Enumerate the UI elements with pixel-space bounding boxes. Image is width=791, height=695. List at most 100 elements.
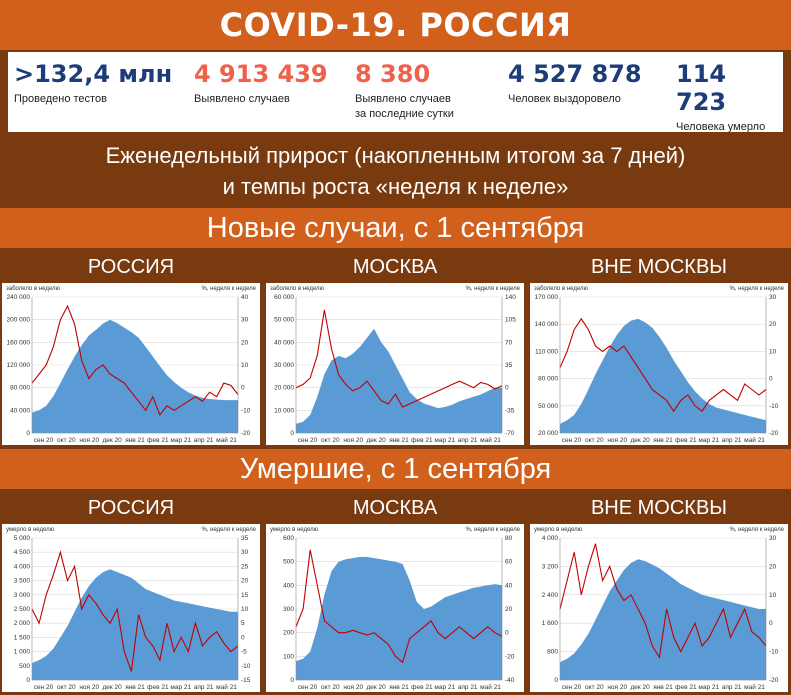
y-tick-left: 80 000: [10, 385, 30, 392]
x-tick: сен 20: [562, 684, 582, 691]
x-tick: фев 21: [675, 437, 697, 444]
y-tick-right: 0: [769, 376, 773, 383]
y-tick-left: 2 000: [14, 620, 31, 627]
y-tick-right: 20: [769, 563, 777, 570]
y-tick-left: 0: [26, 677, 30, 684]
x-tick: апр 21: [194, 437, 214, 444]
y-tick-left: 2 500: [14, 606, 31, 613]
page-title: COVID-19. РОССИЯ: [0, 0, 791, 50]
x-tick: дек 20: [630, 684, 650, 691]
y-tick-right: 20: [505, 606, 513, 613]
x-tick: окт 20: [321, 437, 340, 444]
stat-value: >132,4 млн: [14, 60, 173, 88]
stat-cases: 4 913 439 Выявлено случаев: [194, 60, 328, 107]
y-tick-left: 170 000: [535, 294, 559, 301]
stat-deaths: 114 723 Человека умерло: [676, 60, 783, 135]
x-tick: ноя 20: [79, 684, 99, 691]
y-tick-right: -10: [769, 649, 779, 656]
chart-header-regions-cases: ВНЕ МОСКВЫ: [530, 252, 788, 282]
x-tick: окт 20: [321, 684, 340, 691]
y-tick-left: 10 000: [274, 407, 294, 414]
x-tick: ноя 20: [607, 684, 627, 691]
chart-header-moscow-deaths: МОСКВА: [266, 493, 524, 523]
y-tick-right: 20: [241, 578, 249, 585]
chart-svg: умерло в неделю %, неделя к неделе 0 500 1 0…: [6, 527, 257, 691]
stat-label: Выявлено случаев: [194, 93, 290, 105]
y-axis-left-label: заболело в неделю: [270, 286, 324, 292]
x-tick: сен 20: [34, 684, 54, 691]
y-tick-right: 40: [505, 582, 513, 589]
y-tick-right: -20: [241, 430, 251, 437]
x-tick: май 21: [216, 683, 237, 691]
section-title-deaths: Умершие, с 1 сентября: [0, 449, 791, 489]
x-tick: ноя 20: [343, 437, 363, 444]
y-tick-right: 0: [505, 385, 509, 392]
y-tick-left: 100: [283, 653, 294, 660]
chart-moscow-deaths: умерло в неделю%, неделя к неделе 0 100 200…: [266, 524, 524, 692]
chart-header-russia-deaths: РОССИЯ: [2, 493, 260, 523]
y-tick-right: 140: [505, 294, 516, 301]
x-tick: окт 20: [57, 437, 76, 444]
y-tick-right: -5: [241, 649, 247, 656]
x-tick: апр 21: [722, 437, 742, 444]
stat-cases-day: 8 380 Выявлено случаев за последние сутк…: [355, 60, 454, 122]
x-tick: апр 21: [722, 684, 742, 691]
x-tick: ноя 20: [79, 437, 99, 444]
y-axis-left-label: заболело в неделю: [534, 286, 588, 292]
x-tick: дек 20: [630, 437, 650, 444]
chart-svg: умерло в неделю%, неделя к неделе0100200…: [270, 527, 521, 691]
area-series: [32, 319, 238, 433]
line-series: [31, 550, 239, 672]
chart-regions-deaths: умерло в неделю %, неделя к неделе 0 800 1 6…: [530, 524, 788, 692]
chart-svg: умерло в неделю %, неделя к неделе 0 800 1 6…: [534, 527, 785, 691]
y-tick-left: 0: [290, 677, 294, 684]
y-tick-right: 20: [769, 321, 777, 328]
chart-russia-deaths: умерло в неделю %, неделя к неделе 0 500 1 0…: [2, 524, 260, 692]
y-tick-left: 4 000: [14, 563, 31, 570]
x-tick: янв 21: [125, 437, 145, 444]
y-tick-right: 40: [241, 294, 249, 301]
x-tick: окт 20: [585, 684, 604, 691]
section-title-cases: Новые случаи, с 1 сентября: [0, 208, 791, 248]
y-tick-left: 40 000: [274, 339, 294, 346]
y-tick-right: 5: [241, 620, 245, 627]
y-tick-left: 0: [554, 677, 558, 684]
y-tick-right: 30: [241, 317, 249, 324]
y-tick-right: 105: [505, 317, 516, 324]
subtitle-line-1: Еженедельный прирост (накопленным итогом…: [105, 143, 686, 168]
y-tick-right: 0: [241, 634, 245, 641]
line-series: [31, 304, 239, 417]
y-tick-right: 10: [241, 606, 249, 613]
chart-russia-cases: заболело в неделю %, неделя к неделе 0 40 0…: [2, 283, 260, 445]
y-tick-left: 1 500: [14, 634, 31, 641]
y-tick-right: 10: [241, 362, 249, 369]
y-tick-right: 35: [241, 535, 249, 542]
y-axis-right-label: %, неделя к неделе: [729, 527, 784, 533]
x-tick: мар 21: [698, 437, 719, 444]
y-tick-right: -20: [505, 653, 515, 660]
y-tick-left: 1 600: [542, 620, 559, 627]
y-axis-left-label: умерло в неделю: [270, 527, 319, 533]
y-tick-left: 400: [283, 582, 294, 589]
y-tick-left: 5 000: [14, 535, 31, 542]
y-tick-right: -40: [505, 677, 515, 684]
y-tick-left: 60 000: [274, 294, 294, 301]
y-tick-right: -70: [505, 430, 515, 437]
x-tick: сен 20: [298, 437, 318, 444]
line-series: [559, 543, 767, 659]
stat-label: Человек выздоровело: [508, 93, 621, 105]
stat-value: 114 723: [676, 60, 727, 116]
area-series: [296, 556, 502, 680]
x-tick: апр 21: [458, 437, 478, 444]
x-tick: апр 21: [194, 684, 214, 691]
chart-svg: заболело в неделю %, неделя к неделе 0 40 0…: [6, 286, 257, 444]
y-tick-right: 35: [505, 362, 513, 369]
x-tick: мар 21: [434, 684, 455, 691]
y-tick-right: 20: [241, 339, 249, 346]
x-tick: окт 20: [57, 684, 76, 691]
x-tick: ноя 20: [343, 684, 363, 691]
line-series: [295, 549, 503, 664]
x-tick: апр 21: [458, 684, 478, 691]
y-tick-right: 0: [505, 630, 509, 637]
x-tick: сен 20: [562, 437, 582, 444]
